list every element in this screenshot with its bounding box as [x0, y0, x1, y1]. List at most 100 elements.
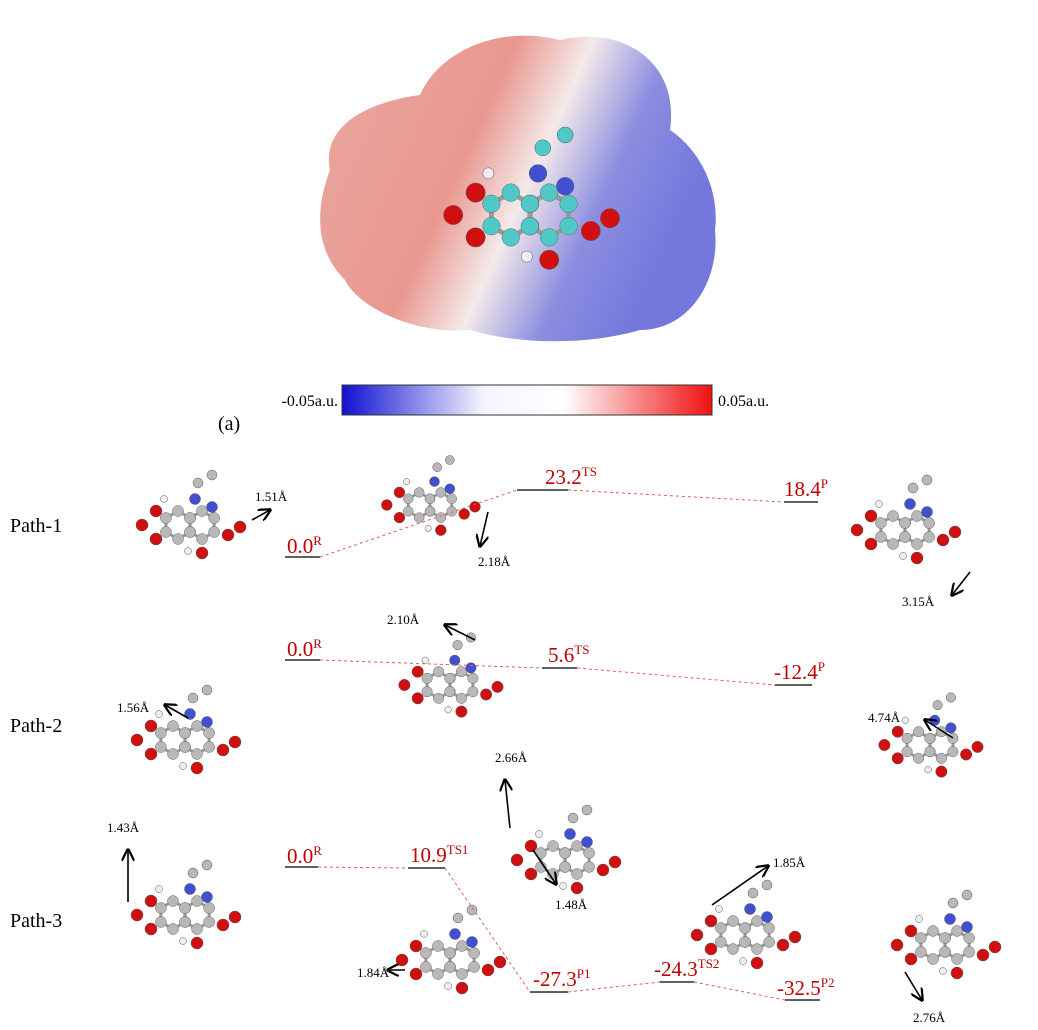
atom [425, 494, 435, 504]
atom [209, 513, 220, 524]
atom [925, 766, 932, 773]
atom [173, 506, 184, 517]
atom [403, 506, 413, 516]
distance: 2.18Å [478, 554, 511, 569]
atom [521, 251, 532, 262]
molecule [879, 693, 984, 778]
atom [948, 898, 958, 908]
atom [447, 506, 457, 516]
connector [320, 490, 784, 557]
atom [179, 903, 190, 914]
atom [600, 209, 619, 228]
atom [900, 553, 907, 560]
atom [752, 916, 763, 927]
atom [951, 967, 963, 979]
atom [940, 968, 947, 975]
atom [905, 499, 916, 510]
atom [762, 880, 772, 890]
atom [952, 926, 963, 937]
atom [435, 525, 446, 536]
atom [762, 912, 773, 923]
molecule [891, 890, 1001, 979]
atom [444, 205, 463, 224]
atom [925, 733, 935, 743]
atom [469, 948, 480, 959]
atom [483, 168, 494, 179]
path-label: Path-2 [10, 715, 62, 737]
atom [535, 140, 551, 156]
atom [188, 693, 198, 703]
atom [394, 512, 405, 523]
atom [456, 706, 467, 717]
color-bar [342, 385, 712, 415]
atom [217, 744, 229, 756]
molecule [131, 685, 241, 774]
atom [197, 534, 208, 545]
atom [381, 500, 392, 511]
atom [150, 505, 162, 517]
atom [197, 506, 208, 517]
atom [740, 958, 747, 965]
atom [548, 841, 559, 852]
atom [202, 892, 213, 903]
atom [445, 484, 455, 494]
atom [453, 913, 463, 923]
energy: 0.0R [287, 636, 322, 661]
atom [584, 848, 595, 859]
atom [964, 933, 975, 944]
atom [912, 539, 923, 550]
atom [160, 513, 171, 524]
molecule [381, 456, 480, 536]
distance: 1.43Å [107, 820, 140, 835]
atom [185, 884, 196, 895]
path-label: Path-1 [10, 515, 62, 537]
atom [150, 533, 162, 545]
atom [469, 962, 480, 973]
atom [916, 916, 923, 923]
atom [936, 753, 946, 763]
atom [691, 929, 703, 941]
atom [179, 728, 190, 739]
atom [445, 456, 454, 465]
atom [915, 947, 926, 958]
energy: 23.2TS [545, 464, 597, 489]
atom [913, 753, 923, 763]
atom [557, 127, 573, 143]
energy: 0.0R [287, 533, 322, 558]
atom [433, 969, 444, 980]
atom [188, 868, 198, 878]
molecule [851, 475, 961, 564]
atom [865, 510, 877, 522]
atom [207, 502, 218, 513]
atom [204, 742, 215, 753]
atom [582, 805, 592, 815]
atom [410, 940, 422, 952]
atom [482, 964, 494, 976]
energy: -24.3TS2 [654, 956, 719, 981]
atom [155, 742, 166, 753]
atom [192, 721, 203, 732]
atom [433, 463, 442, 472]
atom [946, 693, 956, 703]
atom [222, 529, 234, 541]
atom [131, 734, 143, 746]
atom [939, 947, 950, 958]
atom [875, 532, 886, 543]
atom [571, 882, 583, 894]
energy: -12.4P [774, 659, 825, 684]
atom [540, 250, 559, 269]
atom [422, 657, 429, 664]
distance: 1.56Å [117, 700, 150, 715]
arrow [952, 572, 970, 595]
atom [168, 721, 179, 732]
atom [184, 527, 195, 538]
atom [924, 532, 935, 543]
atom [789, 931, 801, 943]
atom [751, 957, 763, 969]
energy: -27.3P1 [533, 966, 590, 991]
atom [450, 929, 461, 940]
molecule [136, 470, 246, 559]
atom [160, 527, 171, 538]
atom [902, 746, 912, 756]
atom [928, 926, 939, 937]
